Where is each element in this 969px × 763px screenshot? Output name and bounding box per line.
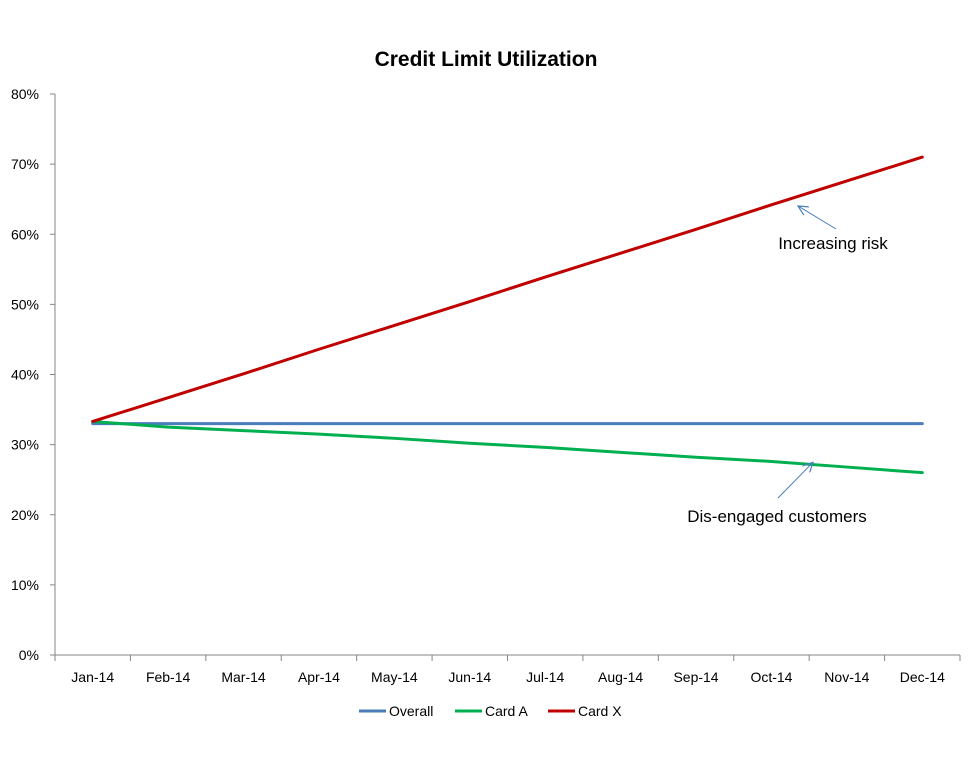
x-tick-label: Mar-14	[221, 669, 266, 685]
y-tick-label: 10%	[11, 577, 39, 593]
legend-label: Overall	[389, 703, 433, 719]
axes: 0% 10% 20% 30% 40% 50% 60% 70% 80% Jan-14 Feb-14 Ma…	[11, 86, 961, 685]
x-tick-label: Feb-14	[146, 669, 191, 685]
y-tick-label: 80%	[11, 86, 39, 102]
x-tick-label: May-14	[371, 669, 418, 685]
x-tick-label: Nov-14	[824, 669, 869, 685]
series-line-card-x	[91, 155, 924, 423]
x-tick-label: Jan-14	[71, 669, 114, 685]
legend-item-card-x: Card X	[548, 703, 622, 719]
series-lines	[91, 155, 924, 475]
x-tick-label: Dec-14	[900, 669, 945, 685]
y-tick-label: 0%	[19, 647, 39, 663]
annotations: Increasing risk Dis-engaged customers	[687, 206, 888, 526]
y-tick-label: 40%	[11, 367, 39, 383]
annotation-label: Dis-engaged customers	[687, 507, 867, 526]
legend: Overall Card A Card X	[359, 703, 622, 719]
annotation-label: Increasing risk	[778, 234, 888, 253]
x-tick-label: Aug-14	[598, 669, 643, 685]
legend-item-overall: Overall	[359, 703, 433, 719]
y-tick-label: 30%	[11, 437, 39, 453]
x-tick-label: Jul-14	[526, 669, 564, 685]
annotation-arrow	[798, 206, 837, 230]
x-tick-label: Oct-14	[750, 669, 792, 685]
legend-item-card-a: Card A	[455, 703, 528, 719]
y-tick-label: 60%	[11, 226, 39, 242]
legend-label: Card A	[485, 703, 528, 719]
legend-label: Card X	[578, 703, 622, 719]
annotation-arrow	[777, 462, 813, 499]
y-tick-label: 70%	[11, 156, 39, 172]
x-tick-label: Jun-14	[448, 669, 491, 685]
x-tick-label: Apr-14	[298, 669, 340, 685]
chart-title: Credit Limit Utilization	[375, 48, 598, 71]
x-tick-label: Sep-14	[673, 669, 718, 685]
y-tick-label: 20%	[11, 507, 39, 523]
series-line-card-a	[91, 419, 924, 475]
y-tick-label: 50%	[11, 296, 39, 312]
